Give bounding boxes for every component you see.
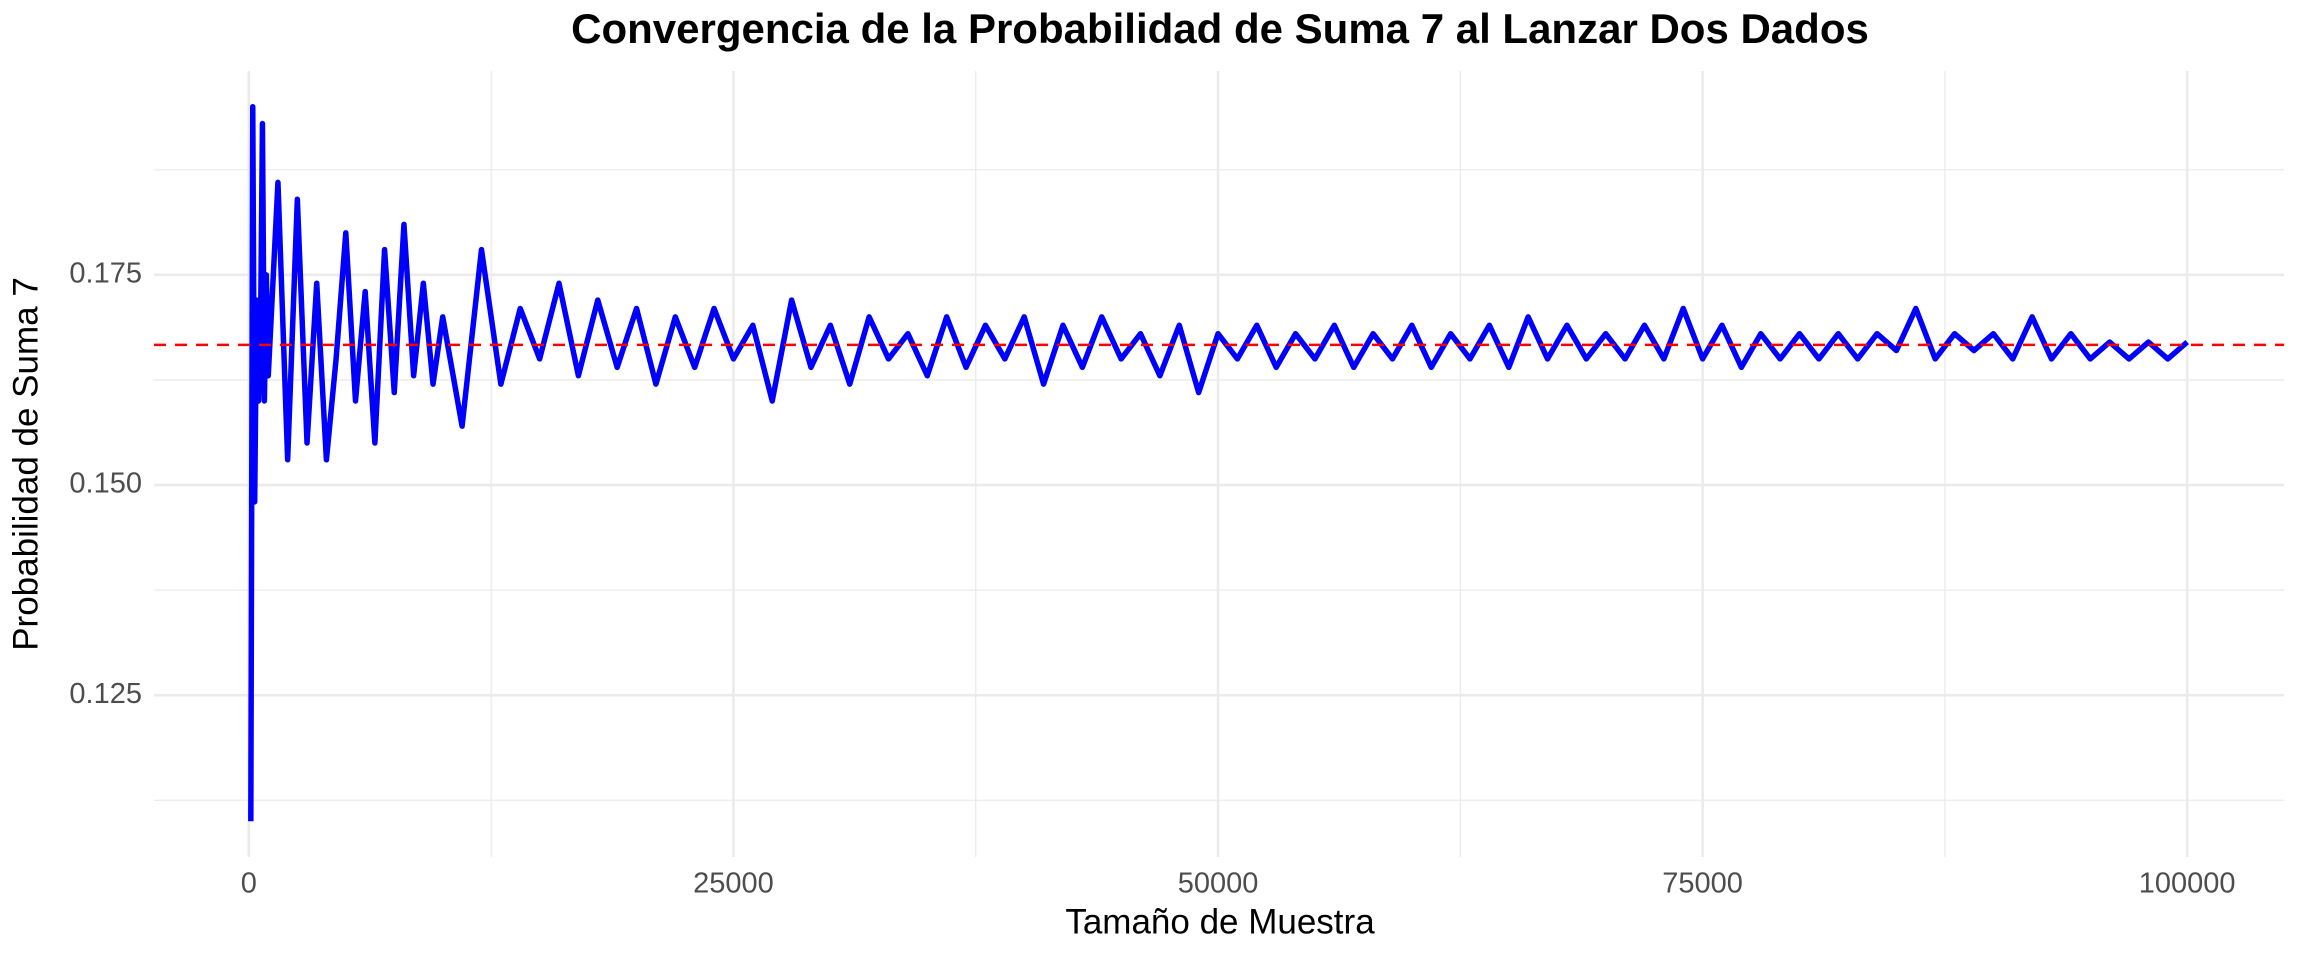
x-tick-label: 50000 (1178, 868, 1259, 900)
x-tick-label: 75000 (1662, 868, 1743, 900)
x-tick-label: 100000 (2139, 868, 2236, 900)
x-tick-label: 25000 (693, 868, 774, 900)
x-tick-label: 0 (241, 868, 257, 900)
x-axis-title: Tamaño de Muestra (1065, 902, 1375, 941)
chart-title: Convergencia de la Probabilidad de Suma … (571, 5, 1869, 52)
y-tick-label: 0.150 (69, 468, 142, 500)
data-line (248, 103, 2189, 822)
y-tick-label: 0.125 (69, 678, 142, 710)
y-tick-label: 0.175 (69, 258, 142, 290)
y-axis-title: Probabilidad de Suma 7 (6, 277, 45, 651)
